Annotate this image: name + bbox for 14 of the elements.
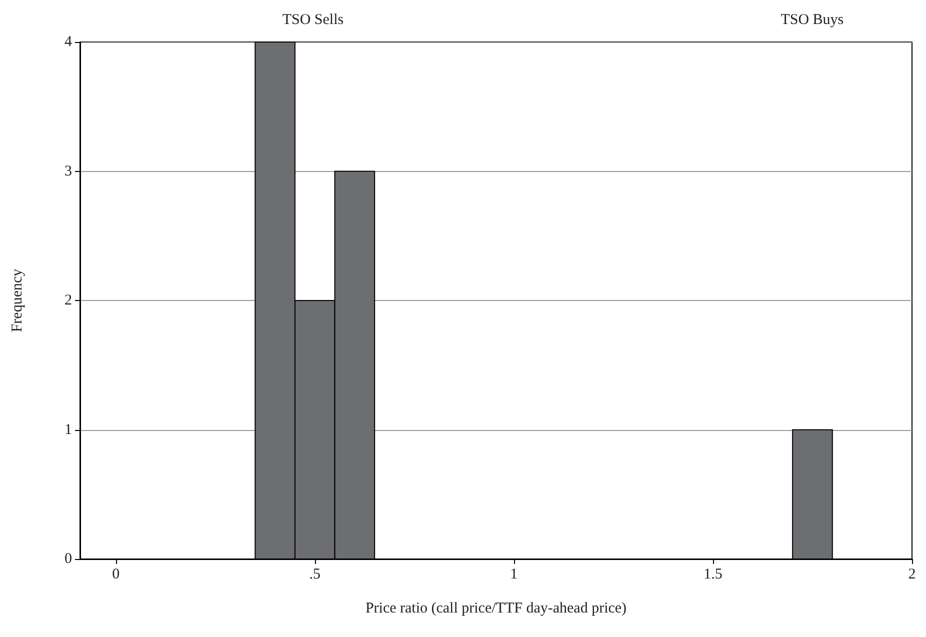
- x-tick-label: .5: [309, 566, 320, 582]
- x-axis-title: Price ratio (call price/TTF day-ahead price): [365, 600, 627, 616]
- text: TSO Sells: [282, 12, 344, 28]
- x-tick-label: 1.5: [704, 566, 722, 582]
- text: TSO Buys: [780, 12, 844, 28]
- y-tick-label: 3: [64, 163, 72, 180]
- y-tick-label: 1: [64, 422, 72, 438]
- x-tick-label: 1: [510, 566, 518, 582]
- x-tick-label: 0: [112, 566, 120, 582]
- y-tick-label: 0: [64, 551, 72, 567]
- y-tick-label: 4: [64, 34, 72, 50]
- x-tick-label: 2: [908, 566, 916, 582]
- y-tick-label: 2: [64, 292, 72, 308]
- y-axis-title: Frequency: [10, 268, 26, 332]
